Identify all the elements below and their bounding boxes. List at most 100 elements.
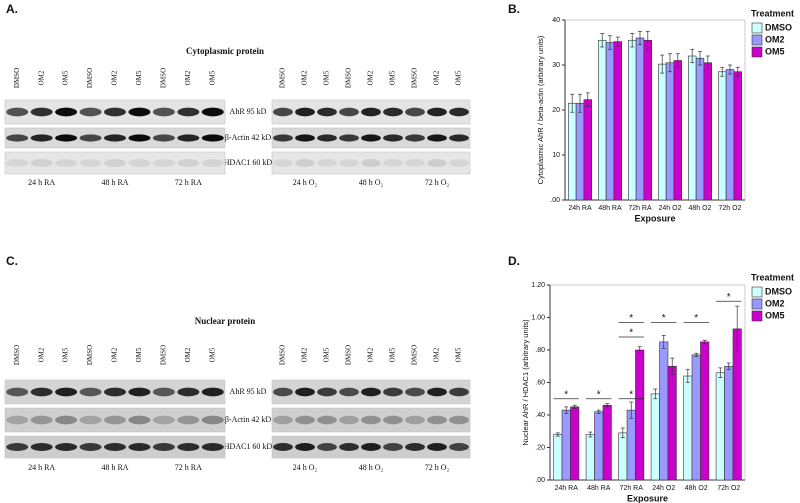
- error-bar: [698, 51, 702, 66]
- band: [152, 387, 175, 397]
- band: [104, 415, 126, 425]
- blot-title: Cytoplasmic protein: [186, 46, 264, 56]
- panel-letter: A.: [6, 2, 18, 16]
- lane-label: OM5: [455, 347, 463, 362]
- membrane: [271, 151, 471, 175]
- y-axis-label: Nuclear AhR / HDAC1 (arbitrary units): [521, 319, 530, 446]
- lane-label: OM5: [62, 347, 70, 362]
- band: [295, 134, 315, 142]
- lane-label: OM5: [323, 347, 331, 362]
- band: [361, 134, 381, 142]
- bar: [667, 365, 677, 481]
- band: [177, 107, 200, 117]
- sig-star: *: [597, 389, 601, 400]
- panel-letter: C.: [6, 254, 18, 268]
- error-bar: [705, 55, 710, 70]
- lane-label: DMSO: [13, 68, 21, 88]
- bar: [733, 71, 743, 201]
- band: [427, 443, 447, 451]
- lane-label: OM2: [37, 347, 45, 362]
- error-bar: [660, 54, 665, 74]
- band: [273, 387, 293, 397]
- band: [405, 387, 425, 397]
- band: [6, 415, 29, 425]
- band: [152, 415, 175, 425]
- band: [383, 107, 403, 117]
- sig-star: *: [629, 389, 633, 400]
- time-label: 72 h RA: [175, 463, 202, 472]
- row-label: AhR 95 kD: [230, 387, 267, 396]
- band: [201, 107, 224, 117]
- band: [30, 107, 53, 117]
- band: [427, 159, 447, 167]
- bar: [635, 349, 645, 481]
- error-bar: [608, 35, 612, 50]
- lane-label: DMSO: [411, 68, 419, 88]
- y-tick-label: .40: [535, 412, 545, 419]
- x-tick-label: 24h O2: [652, 485, 675, 492]
- legend-swatch: [751, 46, 763, 58]
- lane-label: DMSO: [13, 345, 21, 365]
- x-tick-label: 24h RA: [568, 205, 592, 212]
- x-tick-label: 72h O2: [719, 205, 742, 212]
- legend-label: OM2: [765, 298, 785, 308]
- band: [383, 415, 403, 425]
- band: [339, 134, 359, 142]
- band: [6, 443, 29, 451]
- band: [79, 443, 102, 451]
- x-tick-label: 72h O2: [717, 485, 740, 492]
- x-axis-label: Exposure: [634, 213, 675, 223]
- bar: [561, 409, 571, 481]
- error-bar: [685, 369, 690, 383]
- bar: [585, 434, 595, 481]
- legend-label: OM5: [765, 310, 785, 320]
- band: [295, 443, 315, 451]
- error-bar: [585, 92, 590, 107]
- lane-label: OM2: [433, 347, 441, 362]
- time-label: 24 h O₂: [293, 178, 318, 187]
- lane-label: OM2: [184, 347, 192, 362]
- panel-letter: D.: [508, 254, 520, 268]
- x-tick-label: 48h O2: [689, 205, 712, 212]
- y-tick-label: .60: [535, 379, 545, 386]
- legend-label: DMSO: [765, 286, 792, 296]
- bar: [715, 372, 725, 481]
- error-bar: [588, 431, 593, 438]
- band: [6, 134, 29, 142]
- lane-label: OM2: [111, 70, 119, 85]
- error-bar: [570, 93, 575, 113]
- panel-letter: B.: [508, 2, 520, 16]
- error-bar: [578, 93, 582, 113]
- x-tick-label: 24h O2: [659, 205, 682, 212]
- bar: [665, 62, 675, 201]
- legend-swatch: [751, 286, 763, 298]
- band: [104, 107, 126, 117]
- band: [317, 159, 337, 167]
- band: [104, 443, 126, 451]
- row-label: β-Actin 42 kD: [225, 133, 272, 142]
- band: [427, 387, 447, 397]
- y-tick-label: 1.00: [531, 314, 545, 321]
- x-axis-label: Exposure: [627, 493, 668, 503]
- membrane: [4, 407, 226, 433]
- bar: [657, 63, 667, 201]
- error-bar: [690, 48, 695, 64]
- error-bar: [564, 406, 569, 414]
- band: [55, 159, 78, 167]
- band: [177, 415, 200, 425]
- band: [427, 134, 447, 142]
- band: [449, 134, 469, 142]
- lane-label: OM2: [301, 347, 309, 362]
- band: [361, 387, 381, 397]
- sig-star: *: [727, 292, 731, 303]
- bar: [659, 341, 669, 481]
- band: [383, 387, 403, 397]
- band: [30, 134, 53, 142]
- band: [104, 387, 126, 397]
- band: [449, 415, 469, 425]
- band: [383, 159, 403, 167]
- bar: [717, 71, 727, 201]
- band: [273, 415, 293, 425]
- band: [152, 159, 175, 167]
- band: [152, 443, 175, 451]
